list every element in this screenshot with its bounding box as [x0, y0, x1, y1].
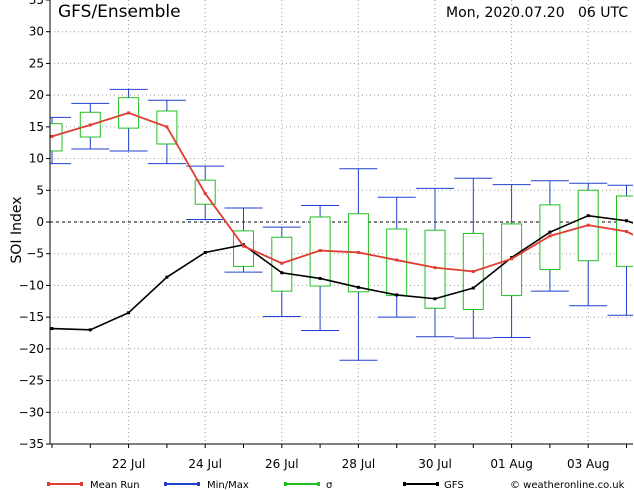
y-tick-label: −15: [19, 310, 44, 324]
mean-run-point: [586, 223, 590, 227]
y-tick-label: 20: [29, 88, 44, 102]
y-tick-label: 10: [29, 152, 44, 166]
mean-run-series: [50, 111, 633, 273]
credit-text: © weatheronline.co.uk: [510, 480, 625, 490]
mean-run-point: [548, 234, 552, 238]
y-tick-label: −20: [19, 342, 44, 356]
mean-run-point: [165, 125, 169, 129]
gfs-point: [586, 214, 590, 218]
legend-minmax: Min/Max: [164, 480, 249, 490]
legend-label-sigma: σ: [326, 480, 333, 490]
gfs-point: [625, 219, 628, 223]
y-tick-label: −35: [19, 437, 44, 451]
gfs-point: [395, 293, 399, 297]
y-tick-label: 35: [29, 0, 44, 7]
mean-run-point: [356, 250, 360, 254]
y-tick-label: −25: [19, 374, 44, 388]
mean-run-point: [510, 257, 514, 261]
y-tick-label: 0: [36, 215, 44, 229]
gfs-point: [127, 311, 131, 315]
series-layer: [50, 88, 633, 361]
gfs-point: [88, 328, 92, 332]
legend: Mean Run Min/Max σ GFS © weatheronline.c…: [47, 480, 625, 490]
mean-run-point: [471, 269, 475, 273]
x-tick-label: 28 Jul: [342, 457, 376, 471]
gfs-point: [50, 327, 54, 331]
gfs-point: [280, 271, 284, 275]
y-tick-label: 30: [29, 25, 44, 39]
gfs-point: [203, 250, 207, 254]
y-tick-label: 5: [36, 183, 44, 197]
mean-run-point: [50, 134, 54, 138]
gfs-point: [433, 297, 437, 301]
y-tick-label: −5: [26, 247, 44, 261]
mean-run-point: [433, 266, 437, 270]
y-tick-labels: −35 −30 −25 −20 −15 −10 −5 0 5 10 15 20 25 30 35: [19, 0, 44, 451]
mean-run-point: [318, 249, 322, 253]
legend-label-mean-run: Mean Run: [90, 480, 140, 490]
axes: [46, 0, 633, 448]
mean-run-point: [625, 230, 628, 234]
legend-label-gfs: GFS: [444, 480, 464, 490]
gfs-point: [471, 286, 475, 290]
legend-label-minmax: Min/Max: [207, 480, 249, 490]
chart-title: GFS/Ensemble: [58, 2, 181, 22]
gfs-point: [318, 276, 322, 280]
sigma-box: [50, 123, 63, 152]
mean-run-point: [203, 191, 207, 195]
mean-run-point: [127, 111, 131, 115]
gfs-point: [356, 285, 360, 289]
x-tick-label: 30 Jul: [418, 457, 452, 471]
x-tick-labels: 22 Jul 24 Jul 26 Jul 28 Jul 30 Jul 01 Aug 03 A…: [112, 457, 610, 471]
y-tick-label: −30: [19, 405, 44, 419]
x-tick-label: 24 Jul: [188, 457, 222, 471]
x-tick-label: 01 Aug: [490, 457, 533, 471]
legend-sigma: σ: [284, 480, 333, 490]
y-tick-label: −10: [19, 278, 44, 292]
mean-run-point: [242, 244, 245, 248]
mean-run-point: [88, 123, 92, 127]
x-tick-label: 26 Jul: [265, 457, 299, 471]
legend-mean-run: Mean Run: [47, 480, 140, 490]
y-axis-label: SOI Index: [9, 196, 25, 263]
gfs-point: [548, 230, 552, 234]
x-tick-label: 22 Jul: [112, 457, 146, 471]
mean-run-point: [395, 258, 399, 262]
gfs-point: [165, 275, 169, 279]
mean-run-point: [280, 261, 284, 265]
y-tick-label: 25: [29, 56, 44, 70]
chart-timestamp: Mon, 2020.07.20 06 UTC: [446, 5, 628, 21]
x-tick-label: 03 Aug: [567, 457, 610, 471]
legend-gfs: GFS: [403, 480, 464, 490]
y-tick-label: 15: [29, 120, 44, 134]
